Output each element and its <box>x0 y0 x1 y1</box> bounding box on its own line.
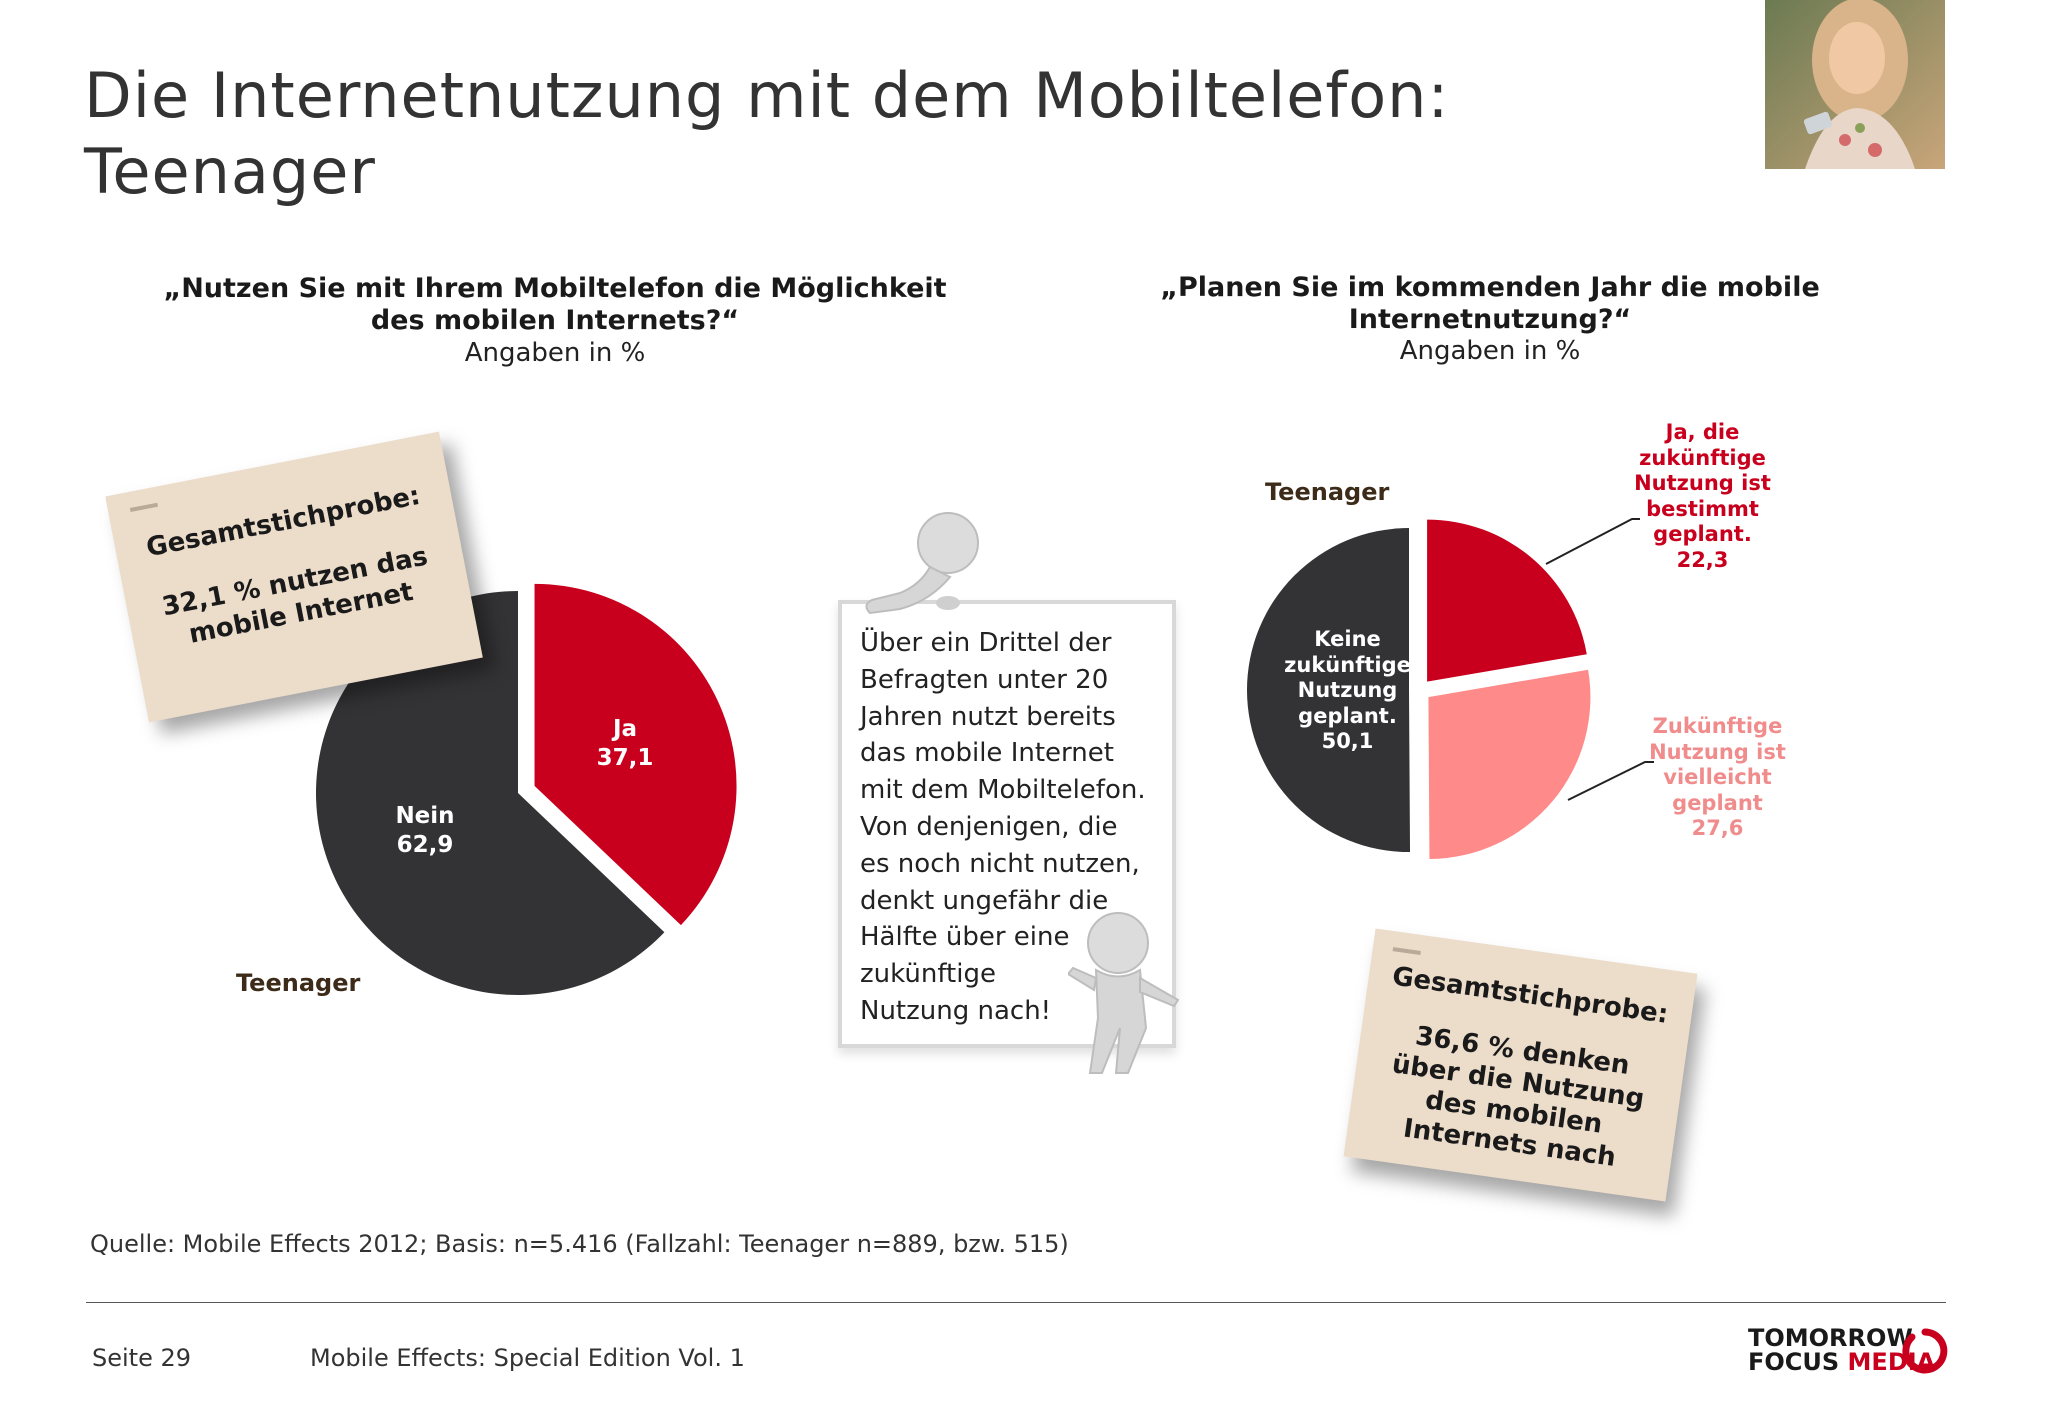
right-question-line2: Internetnutzung?“ <box>1348 304 1632 335</box>
left-slice-ja-value: 37,1 <box>596 745 654 771</box>
board-line: Nutzung nach! <box>860 995 1052 1026</box>
rightpie-slice-2 <box>1246 528 1411 853</box>
board-line: mit dem Mobiltelefon. <box>860 775 1146 806</box>
right-slice-yes-line: geplant. <box>1653 522 1752 547</box>
right-slice-yes-line: Nutzung ist <box>1634 471 1771 496</box>
left-series-label: Teenager <box>236 969 361 997</box>
left-question-line2: des mobilen Internets?“ <box>370 305 740 336</box>
page-title: Die Internetnutzung mit dem Mobiltelefon… <box>84 58 1449 210</box>
board-line: denkt ungefähr die <box>860 885 1109 916</box>
board-line: Über ein Drittel der <box>860 628 1112 658</box>
right-slice-maybe-value: 27,6 <box>1691 816 1744 841</box>
leader-line-maybe <box>1567 761 1654 801</box>
board-line: das mobile Internet <box>860 738 1114 769</box>
board-line: Jahren nutzt bereits <box>860 701 1116 732</box>
right-slice-label-maybe: Zukünftige Nutzung ist vielleicht geplan… <box>1625 714 1810 842</box>
board-line: Befragten unter 20 <box>860 664 1109 695</box>
footer-page: Seite 29 <box>92 1344 192 1372</box>
right-slice-no-line: Nutzung <box>1297 678 1398 703</box>
teen-photo <box>1765 0 1945 169</box>
footer-publication: Mobile Effects: Special Edition Vol. 1 <box>310 1344 745 1372</box>
rightpie-slice-0 <box>1427 519 1587 682</box>
page-title-line1: Die Internetnutzung mit dem Mobiltelefon… <box>84 59 1450 132</box>
board-text: Über ein Drittel der Befragten unter 20 … <box>860 625 1160 1030</box>
logo-line2a: FOCUS <box>1748 1348 1848 1376</box>
right-slice-maybe-line: Nutzung ist <box>1649 739 1786 764</box>
board-line: Hälfte über eine <box>860 922 1070 953</box>
note-tape-mark <box>1392 947 1421 955</box>
right-slice-no-line: Keine <box>1314 627 1381 651</box>
left-unit: Angaben in % <box>464 338 646 368</box>
right-question: „Planen Sie im kommenden Jahr die mobile… <box>1110 272 1870 336</box>
right-slice-no-value: 50,1 <box>1321 729 1374 754</box>
left-slice-ja-name: Ja <box>612 716 638 742</box>
leftpie-slice-0 <box>534 583 737 926</box>
page-title-line2: Teenager <box>84 135 376 208</box>
note-tape-mark <box>129 502 159 512</box>
right-series-label: Teenager <box>1265 478 1390 506</box>
right-note: Gesamtstichprobe: 36,6 % denken über die… <box>1343 928 1698 1202</box>
leftpie-slice-1 <box>316 591 665 995</box>
logo-ring-icon <box>1902 1328 1948 1374</box>
left-slice-nein-value: 62,9 <box>396 832 454 858</box>
logo-line1: TOMORROW <box>1748 1324 1913 1352</box>
right-unit: Angaben in % <box>1399 336 1581 366</box>
left-pie-chart <box>316 583 737 995</box>
left-slice-label-ja: Ja 37,1 <box>560 715 690 773</box>
right-slice-yes-value: 22,3 <box>1676 547 1729 572</box>
right-question-line1: „Planen Sie im kommenden Jahr die mobile <box>1160 272 1820 303</box>
source-note: Quelle: Mobile Effects 2012; Basis: n=5.… <box>90 1230 1069 1258</box>
right-slice-yes-line: zukünftige <box>1639 445 1766 470</box>
board-line: es noch nicht nutzen, <box>860 848 1140 879</box>
figure-bottom-icon <box>1068 912 1180 1074</box>
right-slice-maybe-line: Zukünftige <box>1652 714 1783 738</box>
rightpie-slice-1 <box>1428 669 1591 860</box>
right-slice-no-line: zukünftige <box>1284 652 1411 677</box>
right-slice-maybe-line: geplant <box>1672 790 1763 815</box>
figure-top-icon <box>865 512 979 615</box>
board-line: zukünftige <box>860 959 996 990</box>
right-slice-yes-line: bestimmt <box>1646 496 1759 521</box>
right-pie-chart <box>1246 519 1591 860</box>
right-slice-no-line: geplant. <box>1298 703 1397 728</box>
left-slice-nein-name: Nein <box>395 803 455 829</box>
leader-line-yes <box>1545 518 1640 565</box>
left-slice-label-nein: Nein 62,9 <box>360 802 490 860</box>
footer-divider <box>86 1302 1946 1303</box>
right-slice-yes-line: Ja, die <box>1665 420 1740 444</box>
right-slice-label-yes: Ja, die zukünftige Nutzung ist bestimmt … <box>1610 420 1795 574</box>
board-line: Von denjenigen, die <box>860 811 1118 842</box>
right-slice-label-no: Keine zukünftige Nutzung geplant. 50,1 <box>1255 627 1440 755</box>
right-slice-maybe-line: vielleicht <box>1663 765 1772 790</box>
left-question-line1: „Nutzen Sie mit Ihrem Mobiltelefon die M… <box>163 273 947 304</box>
left-question: „Nutzen Sie mit Ihrem Mobiltelefon die M… <box>160 273 950 337</box>
